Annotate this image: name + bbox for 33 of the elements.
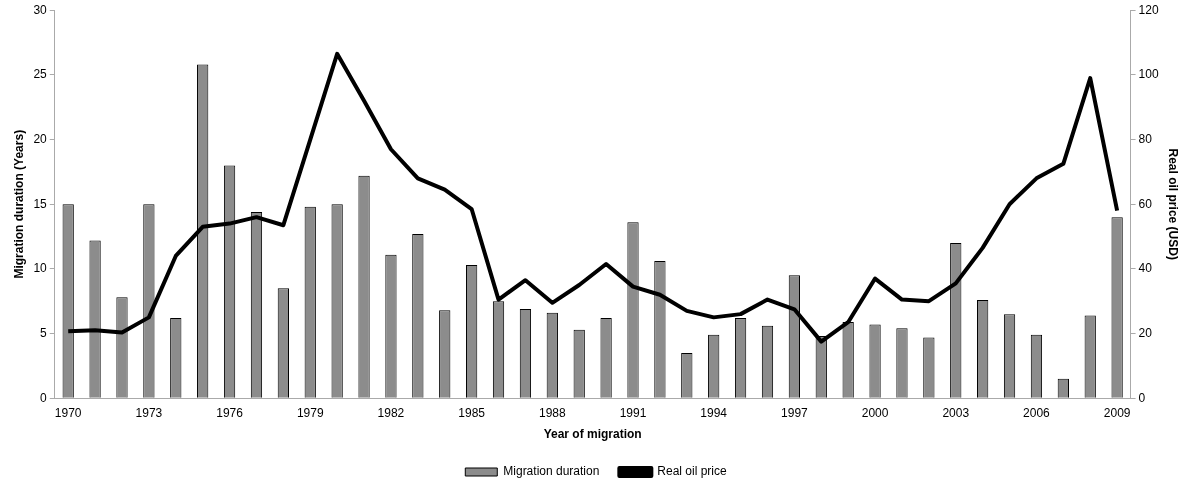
x-tick-label: 1985: [458, 405, 486, 420]
x-tick-label: 1976: [216, 405, 244, 420]
y2-tick-label: 0: [1138, 390, 1146, 405]
y-tick-label: 0: [40, 390, 48, 405]
x-tick-label: 1994: [700, 405, 728, 420]
y2-axis-title: Real oil price (USD): [1166, 148, 1181, 260]
x-tick-label: 2006: [1023, 405, 1051, 420]
y-tick-label: 15: [33, 196, 48, 211]
y2-tick-label: 120: [1138, 2, 1159, 17]
x-axis-title: Year of migration: [543, 427, 642, 442]
y2-tick-label: 40: [1138, 261, 1153, 276]
x-tick-label: 1997: [781, 405, 809, 420]
x-tick-label: 1979: [296, 405, 324, 420]
x-tick-label: 1973: [135, 405, 163, 420]
y2-tick-label: 100: [1138, 67, 1159, 82]
legend-label: Migration duration: [503, 464, 600, 479]
y-tick-label: 25: [33, 67, 48, 82]
y-tick-label: 30: [33, 2, 48, 17]
x-tick-label: 2000: [861, 405, 889, 420]
legend-label: Real oil price: [657, 464, 728, 479]
y2-tick-label: 60: [1138, 196, 1153, 211]
x-tick-label: 1991: [619, 405, 647, 420]
x-tick-label: 2003: [942, 405, 970, 420]
y-tick-label: 20: [33, 131, 48, 146]
y2-tick-label: 20: [1138, 325, 1153, 340]
x-tick-label: 1970: [54, 405, 82, 420]
x-tick-label: 1982: [377, 405, 405, 420]
x-tick-label: 2009: [1103, 405, 1131, 420]
y-axis-title: Migration duration (Years): [11, 129, 26, 279]
y-tick-label: 5: [40, 325, 48, 340]
y-tick-label: 10: [33, 261, 48, 276]
y2-tick-label: 80: [1138, 131, 1153, 146]
x-tick-label: 1988: [538, 405, 566, 420]
